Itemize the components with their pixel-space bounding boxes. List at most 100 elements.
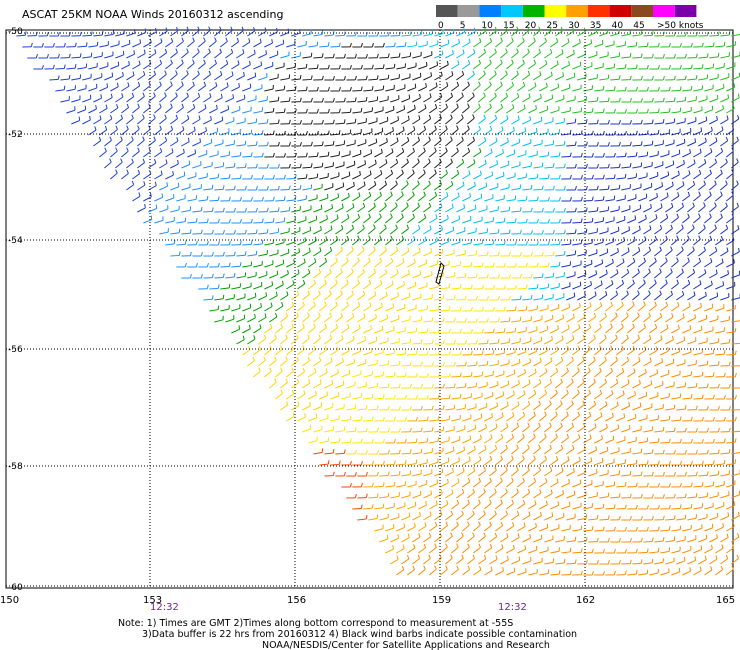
wind-barb [616,198,626,202]
wind-barb [401,558,410,565]
wind-barb [126,74,135,81]
wind-barb [231,86,240,92]
wind-barb-tick [286,291,289,296]
wind-barb [368,496,378,499]
wind-barb [203,96,212,103]
wind-barb-tick [401,235,405,240]
wind-barb-tick [222,273,225,278]
wind-barb [478,52,486,59]
wind-barb [621,229,630,235]
wind-barb [539,393,547,400]
wind-barb [297,283,306,290]
wind-barb-tick [541,251,544,256]
wind-barb-tick [302,323,305,328]
wind-barb-tick [159,81,162,86]
wind-barb-tick [309,226,312,231]
wind-barb-tick [428,180,431,185]
wind-barb-tick [195,262,198,268]
wind-barb-tick [502,566,504,572]
wind-barb [583,348,591,356]
wind-barb-tick [613,86,616,91]
wind-barb [456,230,466,235]
wind-barb [720,319,730,323]
wind-barb [693,261,701,268]
wind-barb [500,559,509,565]
wind-barb-tick [737,511,740,516]
wind-barb [682,528,692,532]
wind-barb [445,492,454,499]
wind-barb [313,33,323,37]
wind-barb [308,198,318,202]
wind-barb-tick [662,426,665,431]
wind-barb-tick [594,291,597,296]
wind-barb-tick [479,566,482,571]
wind-barb [280,294,289,301]
wind-barb-tick [330,225,333,230]
wind-barb [687,496,697,499]
wind-barb-tick [547,196,550,201]
wind-barb-tick [607,185,610,190]
wind-barb-tick [327,130,330,135]
wind-barb-tick [294,130,297,136]
wind-barb [286,241,296,246]
wind-barb-tick [271,281,274,286]
wind-barb-tick [628,402,630,407]
wind-barb-tick [624,173,627,178]
wind-barb [401,34,411,37]
wind-barb [165,129,173,136]
wind-barb-tick [545,60,548,65]
wind-barb-tick [164,70,167,75]
wind-barb-tick [583,313,586,318]
wind-barb [225,143,235,147]
wind-barb [517,130,526,136]
wind-barb [49,78,59,81]
wind-barb-tick [418,533,421,538]
wind-barb-tick [373,202,376,207]
wind-barb [88,87,97,92]
wind-barb [709,295,718,301]
wind-barb [368,317,377,323]
wind-barb [539,573,549,576]
wind-barb [495,129,504,136]
wind-barb-tick [293,259,295,264]
wind-barb [709,452,719,455]
wind-barb [495,152,504,158]
wind-barb [451,418,461,422]
legend-label: 20 [525,21,537,31]
wind-barb [572,264,582,268]
wind-barb-tick [437,328,440,333]
wind-barb-tick [159,59,163,64]
wind-barb-tick [412,565,415,570]
wind-barb [390,56,400,59]
wind-barb [324,207,333,213]
wind-barb-tick [478,543,481,548]
wind-barb [610,473,620,477]
wind-barb [291,32,301,37]
wind-barb-tick [170,103,173,108]
wind-barb [247,53,256,59]
wind-barb [555,381,563,389]
wind-barb-tick [248,60,251,65]
wind-barb [55,68,65,70]
wind-barb [517,393,526,400]
wind-barb-tick [528,93,531,98]
wind-barb-tick [566,345,570,350]
wind-barb [632,208,641,213]
wind-barb-tick [376,75,379,80]
wind-barb [627,45,637,48]
wind-barb [715,262,724,268]
wind-barb-tick [318,334,321,339]
wind-barb [605,416,614,422]
wind-barb-tick [611,258,614,263]
wind-barb-tick [596,559,599,565]
wind-barb-tick [590,39,593,44]
wind-barb [621,208,631,213]
wind-barb [467,276,477,279]
wind-barb-tick [582,378,585,383]
wind-barb-tick [673,75,676,80]
wind-barb-tick [695,31,698,37]
wind-barb-tick [530,294,533,300]
wind-barb [665,249,673,257]
wind-barb-tick [197,92,201,97]
wind-barb [456,407,466,411]
